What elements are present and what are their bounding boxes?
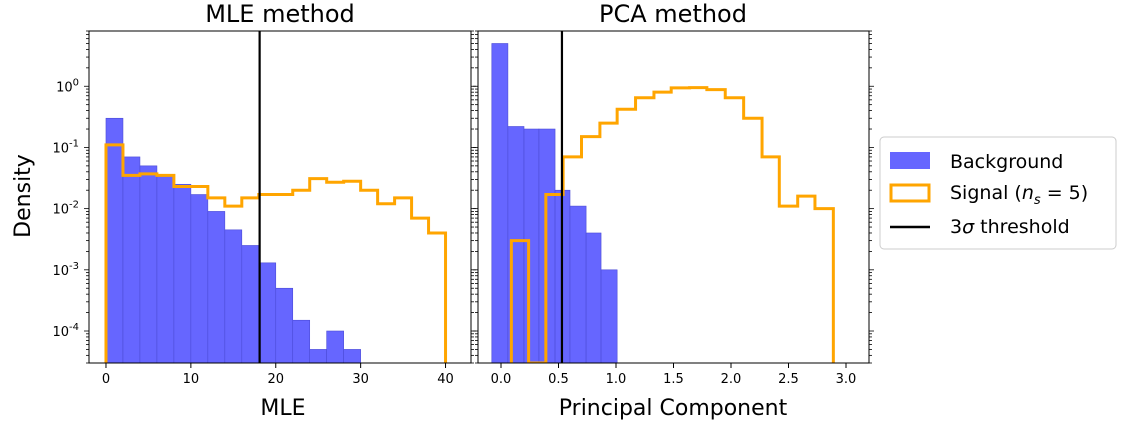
- background-bar: [105, 117, 124, 363]
- background-bar: [173, 183, 192, 363]
- background-bar: [326, 330, 344, 363]
- background-bar: [343, 349, 361, 363]
- x-tick-label: 1.5: [663, 372, 684, 387]
- background-bar: [585, 232, 602, 363]
- pca-panel: 0.0 0.5 1.0 1.5 2.0 2.5 3.0 PCA method Princip…: [473, 0, 874, 421]
- legend: Background Signal (ns = 5) 3σ threshold: [879, 136, 1117, 250]
- x-tick-label: 0.5: [548, 372, 569, 387]
- background-bar: [207, 211, 226, 363]
- x-tick-label: 3.0: [836, 372, 857, 387]
- y-axis-label: Density: [11, 154, 36, 238]
- legend-box: [879, 136, 1117, 250]
- background-bar: [275, 287, 294, 363]
- background-bar: [292, 319, 311, 363]
- background-bar: [523, 128, 540, 363]
- legend-swatch-background: [890, 152, 930, 169]
- x-tick-label: 2.0: [721, 372, 742, 387]
- x-tick-label: 1.0: [606, 372, 627, 387]
- mle-background-histogram: [105, 117, 361, 363]
- y-tick-label: 10-1: [52, 138, 79, 156]
- background-bar: [224, 229, 243, 363]
- legend-label-threshold: 3σ threshold: [950, 216, 1070, 238]
- y-tick-label: 10-2: [52, 200, 79, 218]
- background-bar: [190, 194, 209, 363]
- legend-label-signal: Signal (ns = 5): [950, 182, 1088, 208]
- x-tick-label: 40: [437, 372, 454, 387]
- x-tick-label: 0.0: [491, 372, 512, 387]
- x-tick-label: 2.5: [778, 372, 799, 387]
- mle-axes-frame: [88, 30, 472, 364]
- background-bar: [156, 175, 175, 363]
- mle-x-axis-label: MLE: [260, 396, 305, 421]
- pca-title: PCA method: [599, 0, 747, 28]
- legend-swatch-signal: [889, 183, 931, 203]
- mle-ticks: 0 10 20 30 40 100 10-1 10-2 10-3 10-4: [52, 30, 476, 387]
- y-tick-label: 100: [56, 77, 79, 95]
- mle-signal-histogram: [104, 143, 448, 363]
- mle-title: MLE method: [205, 0, 355, 28]
- x-tick-label: 20: [267, 372, 284, 387]
- y-tick-label: 10-3: [52, 261, 79, 279]
- y-tick-label: 10-4: [52, 322, 79, 340]
- background-bar: [122, 156, 141, 363]
- background-bar: [491, 43, 509, 363]
- background-bar: [569, 205, 587, 363]
- x-tick-label: 10: [183, 372, 200, 387]
- background-bar: [600, 269, 618, 363]
- pca-ticks: 0.0 0.5 1.0 1.5 2.0 2.5 3.0: [473, 30, 874, 387]
- background-bar: [309, 349, 327, 363]
- pca-x-axis-label: Principal Component: [559, 396, 788, 421]
- background-bar: [258, 262, 277, 363]
- x-tick-label: 0: [102, 372, 110, 387]
- background-bar: [241, 245, 260, 363]
- background-bar: [139, 165, 158, 363]
- x-tick-label: 30: [352, 372, 369, 387]
- pca-signal-histogram: [509, 86, 835, 363]
- legend-label-background: Background: [950, 151, 1063, 173]
